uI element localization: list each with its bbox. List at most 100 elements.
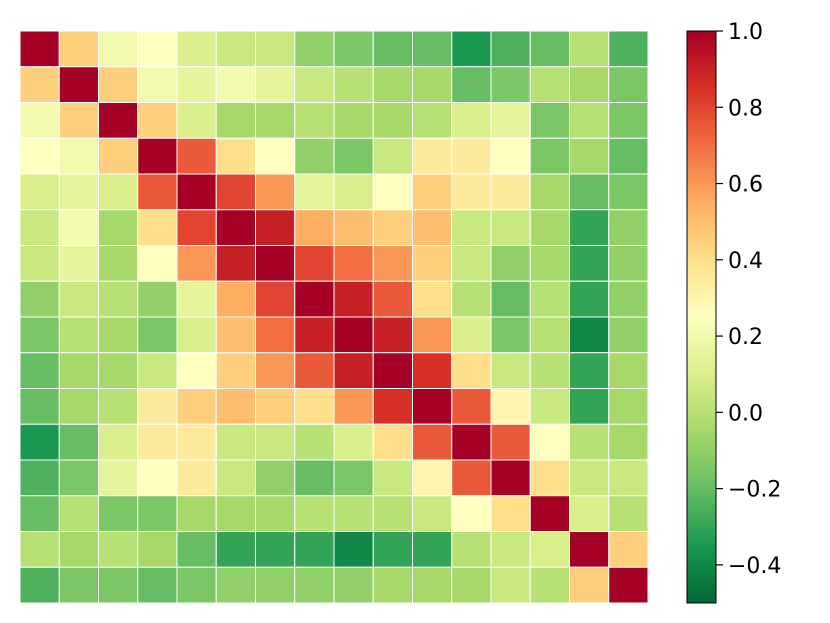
heatmap-cell-r15-c12 xyxy=(490,566,531,604)
heatmap-cell-r0-c7 xyxy=(294,30,335,68)
heatmap-cell-r15-c15 xyxy=(608,566,649,604)
heatmap-cell-r11-c8 xyxy=(333,423,374,461)
heatmap-cell-r5-c6 xyxy=(255,209,296,246)
heatmap-cell-r1-c1 xyxy=(58,66,99,103)
heatmap-cell-r13-c3 xyxy=(137,495,178,532)
heatmap-cell-r13-c15 xyxy=(608,495,649,532)
heatmap-cell-r12-c4 xyxy=(176,459,217,497)
heatmap-cell-r3-c8 xyxy=(333,137,374,175)
heatmap-cell-r7-c2 xyxy=(98,280,139,318)
heatmap-cell-r10-c3 xyxy=(137,388,178,425)
heatmap-cell-r10-c10 xyxy=(412,388,453,425)
heatmap-cell-r4-c12 xyxy=(490,173,531,211)
heatmap-cell-r7-c12 xyxy=(490,280,531,318)
heatmap-cell-r1-c8 xyxy=(333,66,374,103)
heatmap-cell-r14-c1 xyxy=(58,531,99,568)
heatmap-cell-r13-c2 xyxy=(98,495,139,532)
colorbar-tick-label: −0.2 xyxy=(728,478,781,503)
heatmap-cell-r9-c9 xyxy=(372,352,413,389)
heatmap-cell-r7-c1 xyxy=(58,280,99,318)
heatmap-cell-r3-c1 xyxy=(58,137,99,175)
heatmap-cell-r6-c0 xyxy=(19,245,60,282)
heatmap-cell-r14-c15 xyxy=(608,531,649,568)
heatmap-cell-r11-c0 xyxy=(19,423,60,461)
heatmap-cell-r12-c7 xyxy=(294,459,335,497)
heatmap-cell-r4-c1 xyxy=(58,173,99,211)
heatmap-cell-r6-c12 xyxy=(490,245,531,282)
heatmap-cell-r5-c12 xyxy=(490,209,531,246)
heatmap-cell-r13-c6 xyxy=(255,495,296,532)
heatmap-cell-r3-c12 xyxy=(490,137,531,175)
heatmap-cell-r11-c13 xyxy=(529,423,570,461)
heatmap-cell-r2-c10 xyxy=(412,102,453,139)
heatmap-cell-r11-c1 xyxy=(58,423,99,461)
heatmap-cell-r8-c2 xyxy=(98,316,139,354)
heatmap-cell-r7-c13 xyxy=(529,280,570,318)
colorbar-tick-label: 0.6 xyxy=(728,173,763,198)
heatmap-cell-r8-c15 xyxy=(608,316,649,354)
heatmap-cell-r1-c2 xyxy=(98,66,139,103)
heatmap-cell-r12-c13 xyxy=(529,459,570,497)
heatmap-cell-r3-c3 xyxy=(137,137,178,175)
heatmap-cell-r9-c4 xyxy=(176,352,217,389)
heatmap-cell-r4-c0 xyxy=(19,173,60,211)
heatmap-cell-r10-c1 xyxy=(58,388,99,425)
heatmap-cell-r4-c13 xyxy=(529,173,570,211)
heatmap-cell-r8-c12 xyxy=(490,316,531,354)
heatmap-cell-r13-c7 xyxy=(294,495,335,532)
heatmap-cell-r13-c1 xyxy=(58,495,99,532)
heatmap-cell-r5-c7 xyxy=(294,209,335,246)
heatmap-cell-r13-c10 xyxy=(412,495,453,532)
heatmap-cell-r0-c15 xyxy=(608,30,649,68)
heatmap-cell-r11-c7 xyxy=(294,423,335,461)
heatmap-cell-r9-c7 xyxy=(294,352,335,389)
heatmap-cell-r14-c5 xyxy=(215,531,256,568)
heatmap-cell-r10-c9 xyxy=(372,388,413,425)
heatmap-cell-r9-c0 xyxy=(19,352,60,389)
heatmap-cell-r6-c3 xyxy=(137,245,178,282)
heatmap-cell-r10-c4 xyxy=(176,388,217,425)
heatmap-cell-r1-c7 xyxy=(294,66,335,103)
heatmap-cell-r14-c2 xyxy=(98,531,139,568)
heatmap-cell-r2-c3 xyxy=(137,102,178,139)
heatmap-cell-r2-c8 xyxy=(333,102,374,139)
heatmap-cell-r2-c0 xyxy=(19,102,60,139)
heatmap-cell-r4-c8 xyxy=(333,173,374,211)
heatmap-cell-r5-c4 xyxy=(176,209,217,246)
heatmap-cell-r15-c8 xyxy=(333,566,374,604)
heatmap-cell-r3-c5 xyxy=(215,137,256,175)
heatmap-cell-r15-c11 xyxy=(451,566,492,604)
heatmap-cell-r7-c14 xyxy=(569,280,610,318)
heatmap-cell-r15-c7 xyxy=(294,566,335,604)
heatmap-cell-r0-c13 xyxy=(529,30,570,68)
heatmap-cell-r5-c5 xyxy=(215,209,256,246)
heatmap-cell-r3-c14 xyxy=(569,137,610,175)
heatmap-cell-r2-c11 xyxy=(451,102,492,139)
heatmap-cell-r13-c9 xyxy=(372,495,413,532)
colorbar-tick-label: 0.4 xyxy=(728,249,763,274)
heatmap-cell-r9-c6 xyxy=(255,352,296,389)
heatmap-cell-r10-c8 xyxy=(333,388,374,425)
heatmap-cell-r15-c5 xyxy=(215,566,256,604)
colorbar: −0.4 −0.2 0.0 0.2 0.4 0.6 0.8 1.0 xyxy=(686,20,781,604)
heatmap-cell-r7-c6 xyxy=(255,280,296,318)
heatmap-cell-r1-c3 xyxy=(137,66,178,103)
heatmap-cell-r0-c3 xyxy=(137,30,178,68)
heatmap-cell-r14-c14 xyxy=(569,531,610,568)
heatmap-cell-r6-c2 xyxy=(98,245,139,282)
heatmap-cell-r10-c12 xyxy=(490,388,531,425)
heatmap-cell-r6-c14 xyxy=(569,245,610,282)
heatmap-cell-r3-c15 xyxy=(608,137,649,175)
heatmap-cell-r11-c9 xyxy=(372,423,413,461)
heatmap-cell-r9-c14 xyxy=(569,352,610,389)
heatmap-cell-r4-c10 xyxy=(412,173,453,211)
heatmap-cell-r11-c14 xyxy=(569,423,610,461)
heatmap-cell-r4-c11 xyxy=(451,173,492,211)
heatmap-cell-r1-c12 xyxy=(490,66,531,103)
heatmap-cell-r0-c5 xyxy=(215,30,256,68)
heatmap-cell-r7-c0 xyxy=(19,280,60,318)
heatmap-cell-r11-c5 xyxy=(215,423,256,461)
heatmap-cell-r7-c11 xyxy=(451,280,492,318)
heatmap-cell-r12-c14 xyxy=(569,459,610,497)
heatmap-cell-r15-c6 xyxy=(255,566,296,604)
